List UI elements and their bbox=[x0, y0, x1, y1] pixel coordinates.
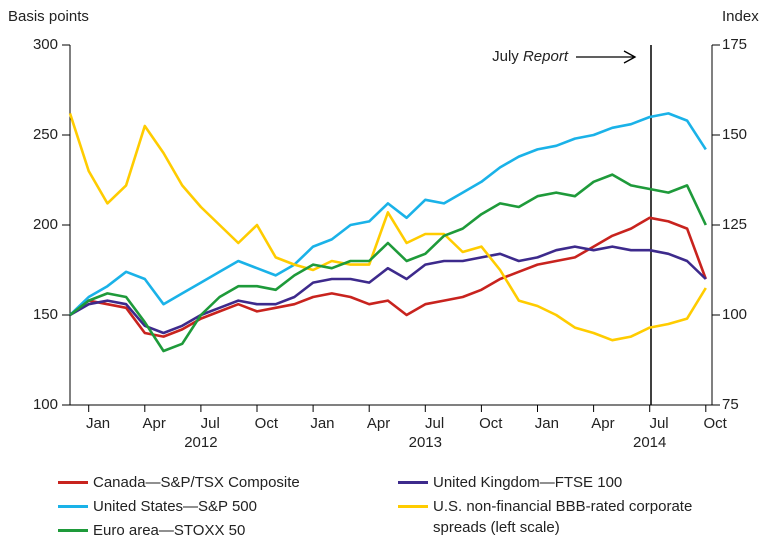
x-tick-label: Jul bbox=[425, 415, 444, 432]
legend-label: U.S. non-financial BBB-rated corporate s… bbox=[433, 498, 693, 536]
x-tick-label: Jul bbox=[201, 415, 220, 432]
annotation-text: July bbox=[492, 48, 519, 65]
legend-swatch bbox=[398, 481, 428, 484]
y-tick-label: 200 bbox=[33, 216, 58, 233]
x-tick-label: Oct bbox=[479, 415, 503, 432]
x-tick-label: Jan bbox=[86, 415, 110, 432]
y2-tick-label: 75 bbox=[722, 396, 739, 413]
y-tick-label: 100 bbox=[33, 396, 58, 413]
annotation-emphasis: Report bbox=[523, 48, 569, 65]
year-label: 2012 bbox=[184, 434, 217, 451]
x-tick-label: Apr bbox=[367, 415, 390, 432]
series-line bbox=[69, 216, 708, 338]
x-tick-label: Oct bbox=[255, 415, 279, 432]
legend-item: United Kingdom—FTSE 100 bbox=[398, 472, 622, 493]
y2-tick-label: 175 bbox=[722, 36, 747, 53]
series-line bbox=[69, 112, 707, 316]
x-tick-label: Apr bbox=[142, 415, 165, 432]
legend-swatch bbox=[58, 529, 88, 532]
y2-tick-label: 100 bbox=[722, 306, 747, 323]
year-label: 2014 bbox=[633, 434, 666, 451]
annotation-arrowhead bbox=[623, 50, 637, 64]
year-label: 2013 bbox=[409, 434, 442, 451]
x-tick-label: Apr bbox=[591, 415, 614, 432]
x-tick-label: Oct bbox=[703, 415, 727, 432]
annotation: July Report bbox=[492, 48, 569, 65]
series-line bbox=[68, 112, 707, 342]
legend-swatch bbox=[58, 505, 88, 508]
x-tick-label: Jan bbox=[535, 415, 559, 432]
legend-label: United Kingdom—FTSE 100 bbox=[433, 474, 623, 491]
legend-item: Euro area—STOXX 50 bbox=[58, 520, 245, 541]
y-tick-label: 300 bbox=[33, 36, 58, 53]
legend-item: United States—S&P 500 bbox=[58, 496, 257, 517]
y2-axis-label: Index bbox=[722, 8, 759, 25]
x-tick-label: Jan bbox=[310, 415, 334, 432]
y-tick-label: 250 bbox=[33, 126, 58, 143]
legend-label: United States—S&P 500 bbox=[93, 498, 257, 515]
legend-swatch bbox=[58, 481, 88, 484]
legend-label: Canada—S&P/TSX Composite bbox=[93, 474, 300, 491]
legend-item: U.S. non-financial BBB-rated corporate s… bbox=[398, 496, 698, 538]
y2-tick-label: 125 bbox=[722, 216, 747, 233]
y-tick-label: 150 bbox=[33, 306, 58, 323]
chart: Basis points Index July Report 100 150 200… bbox=[8, 8, 759, 451]
x-tick-label: Jul bbox=[649, 415, 668, 432]
y2-tick-label: 150 bbox=[722, 126, 747, 143]
series-line bbox=[69, 245, 707, 335]
legend-label: Euro area—STOXX 50 bbox=[93, 522, 246, 539]
series-line bbox=[69, 173, 707, 353]
legend-item: Canada—S&P/TSX Composite bbox=[58, 472, 300, 493]
y-axis-label: Basis points bbox=[8, 8, 89, 25]
legend-swatch bbox=[398, 505, 428, 508]
